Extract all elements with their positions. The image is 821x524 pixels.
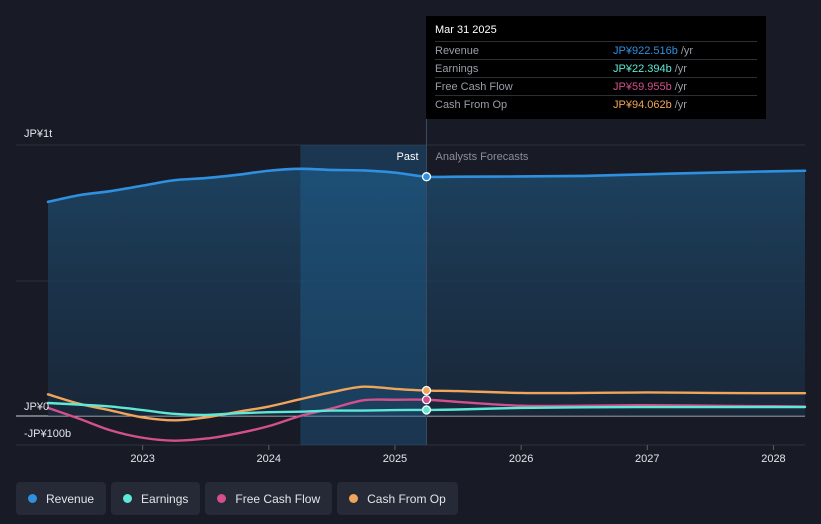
x-tick-label: 2027 — [635, 453, 659, 465]
x-tick-label: 2026 — [509, 453, 533, 465]
legend-dot-icon — [28, 494, 37, 503]
series-line-revenue — [46, 167, 807, 204]
legend-label: Free Cash Flow — [235, 491, 321, 506]
tooltip-unit: /yr — [674, 80, 687, 93]
tooltip-unit: /yr — [680, 44, 694, 57]
y-tick-label: JP¥0 — [24, 401, 49, 413]
tooltip-row-revenue: Revenue JP¥922.516b/yr — [435, 41, 757, 59]
marker-earnings — [421, 405, 432, 415]
legend-dot-icon — [217, 494, 227, 503]
tooltip-row-cash-from-op: Cash From Op JP¥94.062b/yr — [435, 95, 757, 113]
tooltip-date: Mar 31 2025 — [435, 24, 497, 36]
tooltip-label: Free Cash Flow — [435, 80, 513, 93]
y-tick-label: -JP¥100b — [24, 428, 71, 440]
tooltip-value: JP¥94.062b — [613, 98, 672, 111]
tooltip-label: Cash From Op — [435, 98, 508, 111]
tooltip-label: Earnings — [435, 62, 479, 75]
x-tick-label: 2025 — [383, 453, 407, 465]
series-line-cash-from-op — [46, 385, 807, 422]
series-line-earnings — [46, 401, 807, 417]
x-tick-label: 2023 — [130, 453, 154, 465]
tooltip-label: Revenue — [435, 44, 480, 57]
tooltip-unit: /yr — [674, 62, 687, 75]
legend: Revenue Earnings Free Cash Flow Cash From O… — [16, 482, 458, 515]
legend-item-free-cash-flow[interactable]: Free Cash Flow — [205, 482, 333, 515]
legend-item-cash-from-op[interactable]: Cash From Op — [337, 482, 458, 515]
tooltip: Mar 31 2025 Revenue JP¥922.516b/yr Earning… — [426, 16, 766, 119]
tooltip-row-earnings: Earnings JP¥22.394b/yr — [435, 59, 757, 77]
past-label: Past — [396, 151, 418, 163]
financial-chart: JP¥1t JP¥0 -JP¥100b 2023 2024 2025 2026 2027 20… — [16, 16, 807, 465]
forecast-label: Analysts Forecasts — [436, 151, 529, 163]
legend-dot-icon — [349, 494, 359, 503]
tooltip-row-free-cash-flow: Free Cash Flow JP¥59.955b/yr — [435, 77, 757, 95]
legend-label: Earnings — [141, 491, 189, 506]
x-tick-label: 2028 — [761, 453, 785, 465]
marker-revenue — [421, 172, 432, 182]
legend-label: Cash From Op — [367, 491, 446, 506]
legend-item-earnings[interactable]: Earnings — [111, 482, 201, 515]
tooltip-value: JP¥22.394b — [613, 62, 672, 75]
tooltip-unit: /yr — [674, 98, 687, 111]
tooltip-value: JP¥59.955b — [613, 80, 672, 93]
legend-dot-icon — [123, 494, 133, 503]
marker-cash-from-op — [421, 385, 432, 396]
marker-free-cash-flow — [421, 395, 432, 405]
series-line-free-cash-flow — [46, 398, 807, 442]
legend-label: Revenue — [46, 491, 95, 506]
tooltip-value: JP¥922.516b — [613, 44, 678, 57]
legend-item-revenue[interactable]: Revenue — [16, 482, 107, 515]
x-tick-label: 2024 — [257, 453, 281, 465]
y-tick-label: JP¥1t — [24, 128, 52, 140]
